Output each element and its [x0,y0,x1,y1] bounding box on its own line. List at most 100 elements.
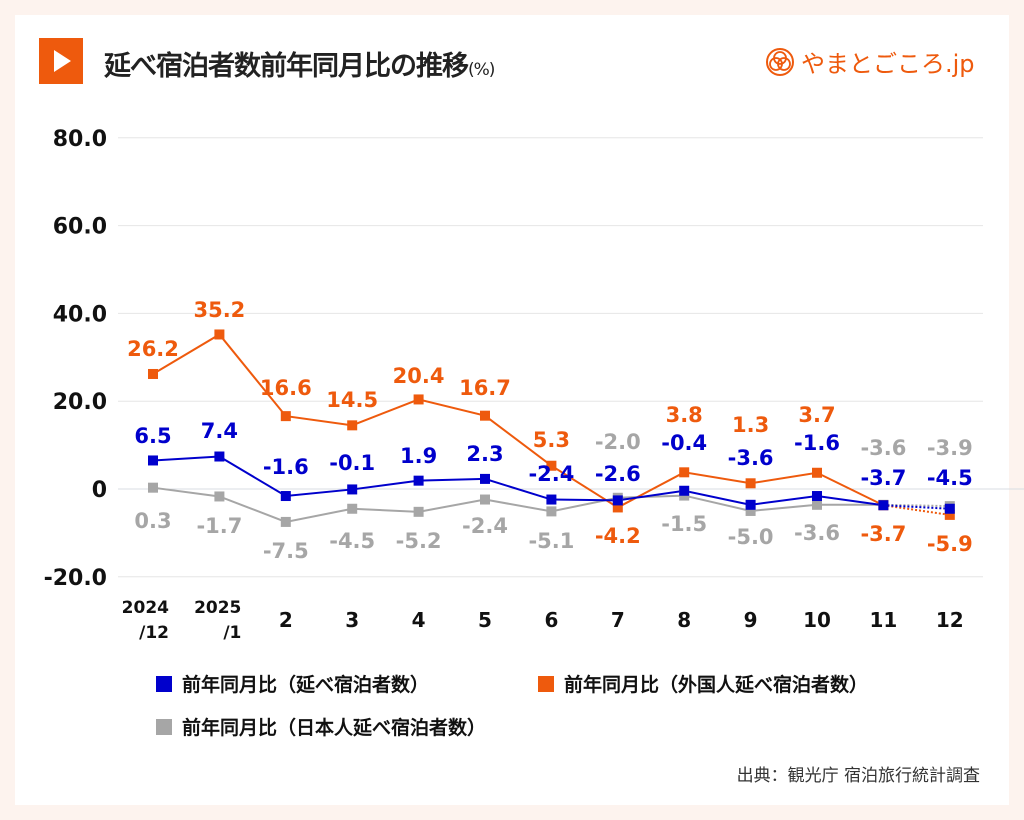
data-label: -5.9 [927,532,973,556]
legend-swatch [156,718,172,735]
legend-swatch [538,675,554,692]
data-label: -7.5 [263,539,309,563]
x-tick-label: /1 [223,623,241,643]
data-label: 16.7 [459,376,511,400]
y-tick-label: 0 [92,478,107,503]
series-line-dotted [883,504,950,516]
data-point [944,509,955,520]
data-point [413,394,424,405]
x-tick-label: 4 [412,608,426,632]
data-point [214,329,225,340]
data-point [812,467,822,478]
data-point [148,482,158,493]
data-point [148,455,158,466]
data-point [612,502,623,513]
data-point [679,467,690,478]
data-label: -0.1 [329,451,375,475]
x-tick-label: 8 [677,608,691,632]
data-label: 16.6 [260,376,312,400]
data-label: 0.3 [134,509,171,533]
chart-title: 延べ宿泊者数前年同月比の推移(%) [104,44,495,83]
title-text: 延べ宿泊者数前年同月比の推移 [104,51,469,82]
data-label: -2.0 [595,430,641,454]
data-point [347,503,358,514]
data-point [812,499,822,510]
data-point [679,485,690,496]
x-tick-label: 3 [345,608,359,632]
y-tick-label: 60.0 [53,215,107,240]
data-point [480,410,490,421]
data-label: 2.3 [466,442,503,466]
data-label: -4.5 [329,529,375,553]
source-note: 出典：観光庁 宿泊旅行統計調査 [736,766,980,786]
y-tick-label: -20.0 [44,566,107,591]
data-label: 5.3 [533,428,570,452]
data-point [546,494,557,505]
data-point [612,495,623,506]
legend-label: 前年同月比（日本人延べ宿泊者数） [182,717,487,739]
data-label: -5.1 [528,529,574,553]
logo-text: やまとごころ.jp [801,50,975,78]
data-point [745,499,756,510]
logo-icon [766,47,794,76]
data-point [148,368,158,379]
x-tick-label: /12 [139,623,169,643]
series-line-dotted [883,504,950,510]
data-label: 1.9 [400,444,437,468]
legend-label: 前年同月比（延べ宿泊者数） [182,674,430,696]
data-point [812,491,822,502]
data-label: 3.7 [798,403,835,427]
legend-label: 前年同月比（外国人延べ宿泊者数） [564,674,869,696]
data-label: 26.2 [127,337,179,361]
data-point [214,451,225,462]
data-label: -3.6 [860,436,906,460]
data-label: 7.4 [201,419,238,443]
data-label: -3.6 [728,446,774,470]
data-label: 3.8 [666,403,703,427]
series-line-dotted [883,503,950,508]
data-point [413,475,424,486]
data-label: -1.7 [196,514,242,538]
series-line [152,455,884,507]
data-label: -2.4 [462,514,508,538]
data-point [546,506,557,517]
data-point [347,484,358,495]
data-label: -2.6 [595,462,641,486]
data-point [280,491,291,502]
data-point [745,478,756,489]
series-line [152,486,884,523]
legend-item-total: 前年同月比（延べ宿泊者数） [156,670,429,697]
data-label: -5.0 [728,525,774,549]
x-tick-label: 9 [744,608,758,632]
data-label: 35.2 [193,298,245,322]
x-tick-label: 2025 [194,598,241,618]
legend-item-foreign: 前年同月比（外国人延べ宿泊者数） [538,670,868,697]
data-label: -2.4 [528,462,574,486]
data-point [347,420,358,431]
y-tick-label: 80.0 [53,127,107,152]
data-point [413,506,424,517]
data-point [546,460,557,471]
data-label: -5.2 [396,529,442,553]
data-label: -3.6 [794,521,840,545]
data-label: 20.4 [393,364,445,388]
x-tick-label: 5 [478,608,492,632]
x-tick-label: 12 [936,608,964,632]
data-label: -1.5 [661,512,707,536]
legend-item-japanese: 前年同月比（日本人延べ宿泊者数） [156,713,486,740]
data-point [480,473,490,484]
data-point [214,491,225,502]
data-point [745,505,756,516]
x-tick-label: 7 [611,608,625,632]
legend-swatch [156,675,172,692]
data-label: -4.2 [595,524,641,548]
data-point [480,494,490,505]
title-unit: (%) [468,60,495,80]
x-tick-label: 2024 [122,598,169,618]
chart-card [15,15,1009,805]
data-label: -1.6 [263,455,309,479]
x-tick-label: 11 [869,608,897,632]
data-label: -3.7 [860,466,906,490]
data-label: -0.4 [661,431,707,455]
